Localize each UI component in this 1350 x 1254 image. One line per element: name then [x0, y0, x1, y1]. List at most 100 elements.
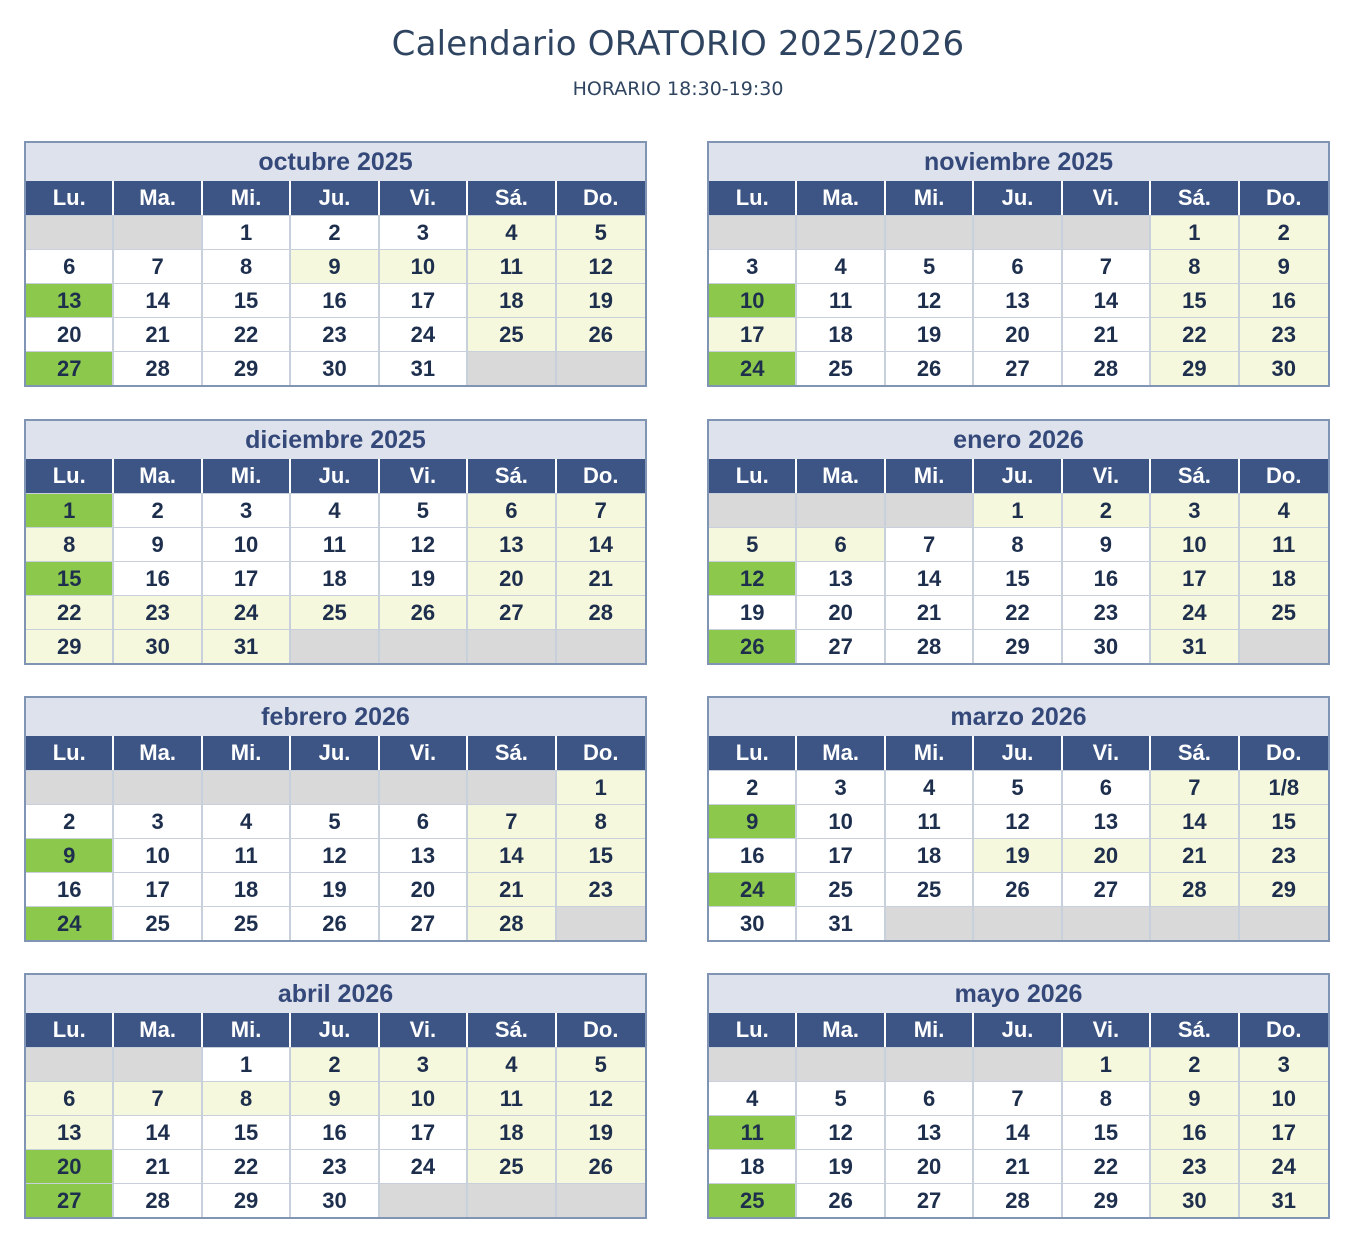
day-cell: 19 [556, 1115, 645, 1149]
day-cell: 29 [1062, 1183, 1152, 1217]
day-cell: 19 [556, 283, 645, 317]
empty-day-cell [797, 1047, 886, 1081]
day-cell: 28 [556, 595, 645, 629]
empty-day-cell [26, 215, 115, 249]
day-cell: 1 [202, 1047, 292, 1081]
day-cell: 1 [26, 493, 115, 527]
weekday-header: Ju. [291, 181, 380, 215]
day-cell: 22 [26, 595, 115, 629]
day-cell: 31 [1151, 629, 1240, 663]
day-cell: 24 [379, 317, 469, 351]
weekday-header: Mi. [202, 459, 292, 493]
day-cell: 1/8 [1239, 770, 1328, 804]
day-cell: 3 [797, 770, 886, 804]
empty-day-cell [1062, 215, 1152, 249]
day-cell: 12 [556, 1081, 645, 1115]
day-cell: 23 [114, 595, 203, 629]
day-cell: 27 [26, 351, 115, 385]
day-cell: 18 [797, 317, 886, 351]
empty-day-cell [468, 770, 557, 804]
day-cell: 13 [379, 838, 469, 872]
weekday-header: Mi. [202, 1013, 292, 1047]
day-cell: 18 [1239, 561, 1328, 595]
day-cell: 28 [468, 906, 557, 940]
day-cell: 5 [556, 215, 645, 249]
day-cell: 2 [114, 493, 203, 527]
day-cell: 30 [1239, 351, 1328, 385]
day-cell: 16 [1151, 1115, 1240, 1149]
day-cell: 1 [202, 215, 292, 249]
day-cell: 27 [797, 629, 886, 663]
day-cell: 13 [797, 561, 886, 595]
day-cell: 11 [885, 804, 975, 838]
day-cell: 26 [709, 629, 798, 663]
day-cell: 8 [974, 527, 1063, 561]
day-cell: 11 [468, 1081, 557, 1115]
day-cell: 21 [974, 1149, 1063, 1183]
day-cell: 8 [202, 1081, 292, 1115]
weekday-header: Vi. [1062, 1013, 1152, 1047]
weekday-header: Lu. [26, 181, 115, 215]
day-cell: 21 [556, 561, 645, 595]
day-cell: 2 [291, 1047, 380, 1081]
day-cell: 27 [974, 351, 1063, 385]
day-cell: 7 [556, 493, 645, 527]
day-cell: 16 [291, 1115, 380, 1149]
month-calendar: marzo 2026 Lu. Ma. Mi. Ju. Vi. Sá. Do. 2 3 4 5 6 7 1/8… [707, 696, 1330, 942]
day-cell: 5 [974, 770, 1063, 804]
empty-day-cell [26, 1047, 115, 1081]
month-grid: Lu. Ma. Mi. Ju. Vi. Sá. Do. 1 2 3 4 5 6 7 8 9 10 11 12 13 14… [709, 181, 1328, 385]
day-cell: 14 [885, 561, 975, 595]
month-title: marzo 2026 [709, 698, 1328, 736]
schedule-subtitle: HORARIO 18:30-19:30 [572, 78, 784, 100]
day-cell: 17 [709, 317, 798, 351]
day-cell: 30 [291, 351, 380, 385]
day-cell: 15 [202, 1115, 292, 1149]
weekday-header: Ma. [797, 459, 886, 493]
day-cell: 8 [556, 804, 645, 838]
day-cell: 27 [1062, 872, 1152, 906]
day-cell: 9 [1239, 249, 1328, 283]
day-cell: 3 [114, 804, 203, 838]
day-cell: 18 [291, 561, 380, 595]
day-cell: 1 [1062, 1047, 1152, 1081]
day-cell: 20 [26, 317, 115, 351]
day-cell: 12 [974, 804, 1063, 838]
day-cell: 25 [468, 317, 557, 351]
day-cell: 10 [1151, 527, 1240, 561]
month-grid: Lu. Ma. Mi. Ju. Vi. Sá. Do. 1 2 3 4 5 6 7 8 9 10 11 12 13 14… [26, 459, 645, 663]
day-cell: 10 [114, 838, 203, 872]
weekday-header: Ju. [291, 459, 380, 493]
day-cell: 1 [1151, 215, 1240, 249]
day-cell: 23 [1239, 838, 1328, 872]
empty-day-cell [26, 770, 115, 804]
day-cell: 25 [709, 1183, 798, 1217]
day-cell: 13 [1062, 804, 1152, 838]
month-calendar: diciembre 2025 Lu. Ma. Mi. Ju. Vi. Sá. Do. 1 2 3 4 5… [24, 419, 647, 665]
weekday-header: Do. [556, 1013, 645, 1047]
day-cell: 11 [202, 838, 292, 872]
day-cell: 15 [556, 838, 645, 872]
day-cell: 29 [26, 629, 115, 663]
weekday-header: Vi. [379, 459, 469, 493]
day-cell: 15 [974, 561, 1063, 595]
day-cell: 20 [974, 317, 1063, 351]
day-cell: 25 [114, 906, 203, 940]
day-cell: 6 [379, 804, 469, 838]
weekday-header: Do. [556, 459, 645, 493]
weekday-header: Vi. [1062, 459, 1152, 493]
month-title: mayo 2026 [709, 975, 1328, 1013]
weekday-header: Vi. [379, 181, 469, 215]
day-cell: 15 [1062, 1115, 1152, 1149]
day-cell: 6 [974, 249, 1063, 283]
day-cell: 7 [885, 527, 975, 561]
day-cell: 21 [1062, 317, 1152, 351]
day-cell: 25 [291, 595, 380, 629]
day-cell: 23 [1151, 1149, 1240, 1183]
day-cell: 24 [26, 906, 115, 940]
weekday-header: Vi. [1062, 181, 1152, 215]
empty-day-cell [556, 351, 645, 385]
day-cell: 28 [114, 351, 203, 385]
empty-day-cell [1151, 906, 1240, 940]
day-cell: 23 [556, 872, 645, 906]
